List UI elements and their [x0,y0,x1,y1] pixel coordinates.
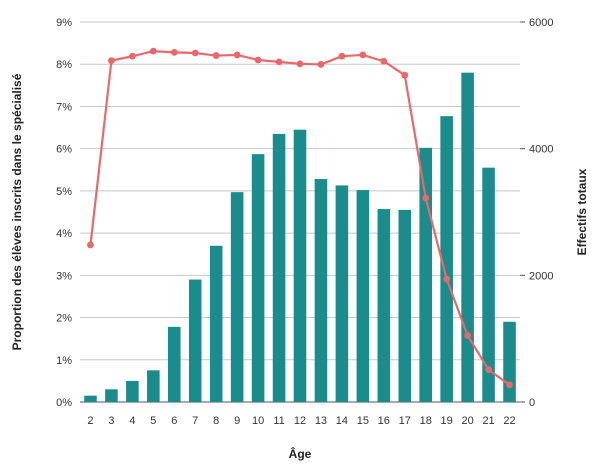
line-point [108,57,115,65]
line-point [422,194,430,202]
x-tick-label: 22 [503,415,515,427]
bar [272,133,286,402]
bar [461,72,474,403]
bar [398,209,412,402]
x-tick-label: 21 [482,415,494,427]
x-axis-title: Âge [289,446,312,461]
x-tick-label: 11 [273,415,284,427]
y-left-tick-label: 0% [56,397,72,409]
y-left-tick-label: 1% [56,355,72,367]
line-series [87,47,513,389]
x-tick-label: 7 [192,415,198,427]
x-tick-label: 20 [461,415,473,427]
x-tick-label: 16 [378,415,390,427]
y-left-tick-label: 9% [56,17,72,29]
line-point [380,57,388,65]
line-point [233,51,241,59]
line-point [191,49,199,57]
x-tick-label: 5 [150,415,156,427]
line-point [401,71,409,79]
line-point [254,56,262,64]
x-tick-label: 14 [336,415,348,427]
line-point [275,58,283,66]
line-point [338,52,346,60]
line-point [443,275,451,283]
line-point [464,332,472,339]
bar [168,326,181,402]
tick-labels: 0% 1% 2% 3% 4% 5% 6% 7% 8% 9% 0 2000 4000 6000 2 3 4 5 6 7 8… [56,17,553,427]
bar [314,179,328,402]
bar [147,370,160,402]
line-point [359,51,367,59]
y-left-tick-label: 3% [56,270,72,282]
bar [188,279,202,402]
x-tick-label: 13 [315,415,327,427]
x-tick-label: 18 [420,415,432,427]
bar [105,389,118,402]
line-point [317,61,325,68]
y-axis-left-title: Proportion des élèves inscrits dans le s… [10,73,24,350]
y-left-tick-label: 6% [56,144,72,156]
bar [503,321,516,402]
x-tick-label: 4 [129,415,135,427]
bar [251,154,265,402]
x-tick-label: 3 [108,415,114,427]
y-left-tick-label: 7% [56,101,72,113]
bar [356,190,370,402]
x-tick-label: 9 [234,415,240,427]
line-point [170,49,178,56]
y-right-tick-label: 2000 [529,270,553,282]
bar [126,380,139,402]
line-point [128,52,136,60]
line-point [485,366,492,374]
bar [482,167,495,402]
line-point [87,241,94,249]
line-point [149,47,157,55]
bar [230,192,244,402]
line-point [212,52,220,59]
y-left-tick-label: 5% [56,186,72,198]
y-right-tick-label: 6000 [529,17,553,29]
y-right-tick-label: 0 [529,397,535,409]
y-left-tick-label: 4% [56,228,72,240]
bar [440,116,453,403]
y-left-tick-label: 8% [56,59,72,71]
x-tick-label: 10 [252,415,264,427]
x-tick-label: 6 [171,415,177,427]
bar [84,395,97,402]
x-tick-label: 8 [213,415,219,427]
y-right-tick-label: 4000 [529,144,553,156]
x-tick-label: 2 [87,415,93,427]
bar [377,209,391,402]
bar [335,185,349,402]
bar [419,147,432,402]
x-tick-label: 15 [357,415,369,427]
y-left-tick-label: 2% [56,313,72,325]
bar-series [84,72,516,403]
x-tick-label: 17 [399,415,411,427]
line-point [296,60,304,68]
bar [293,129,307,402]
x-tick-label: 19 [441,415,453,427]
y-axis-right-title: Effectifs totaux [575,168,589,255]
x-tick-label: 12 [294,415,306,427]
bar [209,245,223,402]
line-point [506,381,513,389]
